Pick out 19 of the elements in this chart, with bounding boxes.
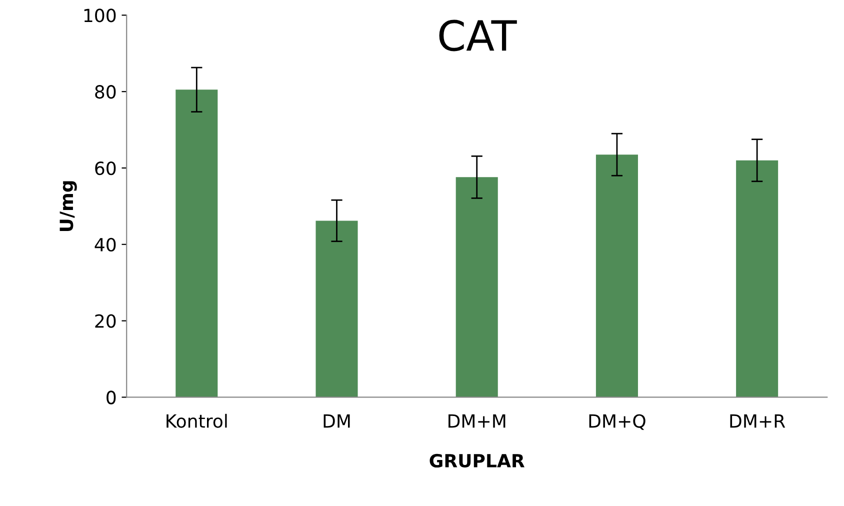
y-tick-label: 40 (94, 238, 116, 252)
x-tick-label: DM+Q (589, 414, 646, 430)
bar (316, 220, 358, 398)
y-tick-label: 20 (95, 314, 116, 328)
y-tick-label: 60 (95, 161, 116, 176)
y-axis-title: U/mg (60, 181, 77, 232)
chart-title: CAT (439, 20, 517, 52)
x-tick-label: DM+M (448, 414, 506, 428)
bar (736, 160, 778, 398)
x-tick-label: Kontrol (166, 414, 227, 428)
bar (456, 177, 498, 398)
x-tick-label: DM (324, 414, 350, 428)
x-tick-label: DM+R (730, 414, 786, 428)
bar (596, 154, 638, 398)
bar (176, 90, 218, 398)
y-tick-label: 100 (84, 8, 116, 22)
y-tick-label: 0 (106, 390, 116, 404)
y-tick-label: 80 (95, 85, 116, 99)
x-axis-title: GRUPLAR (430, 454, 524, 468)
